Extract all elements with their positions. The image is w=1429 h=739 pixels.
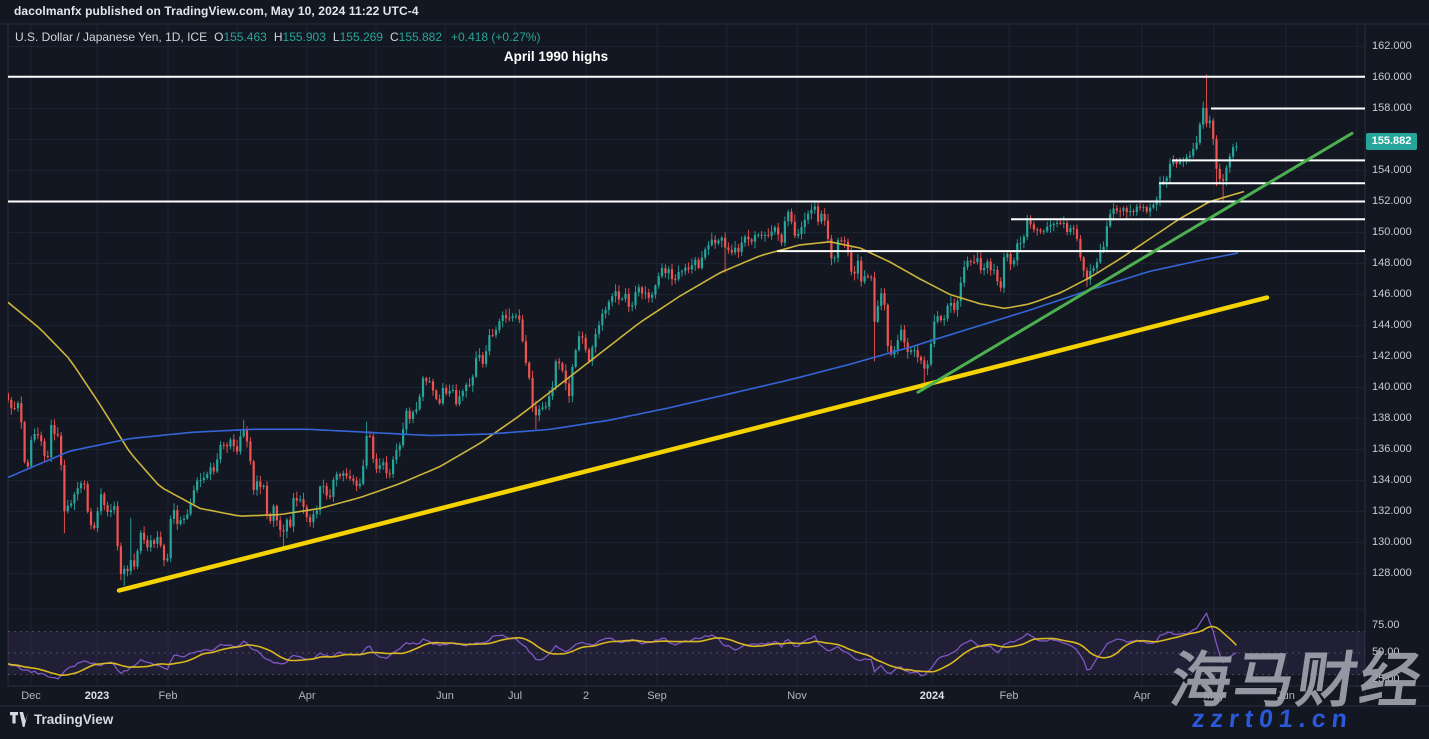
change-percent: +0.418 (+0.27%) [451, 30, 541, 44]
time-tick-label: May [1203, 690, 1225, 702]
time-tick-label: Sep [647, 690, 667, 702]
price-tick-label: 162.000 [1372, 40, 1412, 52]
ohlc-close: C155.882 [389, 30, 443, 44]
price-tick-label: 158.000 [1372, 102, 1412, 114]
pane-borders [0, 23, 1429, 707]
ohlc-open: O155.463 [214, 30, 267, 44]
price-tick-label: 132.000 [1372, 505, 1412, 517]
time-tick-label: Jun [1277, 690, 1295, 702]
publish-attribution: dacolmanfx published on TradingView.com,… [14, 4, 419, 18]
april-1990-highs-label[interactable]: April 1990 highs [503, 49, 609, 64]
candles-down [8, 74, 1225, 581]
time-tick-label: 2024 [919, 690, 945, 702]
rsi-tick-label: 75.00 [1372, 619, 1400, 631]
price-tick-label: 154.000 [1372, 164, 1412, 176]
price-tick-label: 140.000 [1372, 381, 1412, 393]
grid [8, 25, 1365, 686]
watermark-url: zzrt01.cn [1190, 705, 1355, 733]
time-tick-label: Dec [21, 690, 41, 702]
trendline-green[interactable] [916, 131, 1354, 394]
time-tick-label: Feb [158, 690, 178, 702]
candles-up [16, 101, 1238, 586]
price-tick-label: 136.000 [1372, 443, 1412, 455]
price-tick-label: 150.000 [1372, 226, 1412, 238]
tradingview-logo-icon [10, 712, 28, 727]
time-tick-label: 2023 [84, 690, 110, 702]
time-tick-label: Feb [999, 690, 1019, 702]
price-tick-label: 130.000 [1372, 536, 1412, 548]
rsi-ma-line[interactable] [8, 625, 1237, 677]
time-tick-label: Jul [507, 690, 523, 702]
time-tick-label: Apr [1133, 690, 1151, 702]
price-tick-label: 142.000 [1372, 350, 1412, 362]
time-tick-label: Jun [436, 690, 454, 702]
horizontal-levels[interactable] [8, 75, 1365, 253]
tradingview-logo-text: TradingView [34, 712, 114, 727]
ma-slow-line[interactable] [8, 252, 1239, 479]
price-tick-label: 134.000 [1372, 474, 1412, 486]
rsi-tick-label: 25.00 [1372, 673, 1400, 685]
price-tick-label: 144.000 [1372, 319, 1412, 331]
symbol-title[interactable]: U.S. Dollar / Japanese Yen, 1D, ICE [15, 30, 208, 44]
ma-fast-line[interactable] [8, 190, 1245, 517]
rsi-line[interactable] [8, 612, 1237, 680]
price-tick-label: 146.000 [1372, 288, 1412, 300]
price-tick-label: 160.000 [1372, 71, 1412, 83]
rsi-band [8, 631, 1365, 675]
price-tick-label: 128.000 [1372, 567, 1412, 579]
ohlc-high: H155.903 [273, 30, 326, 44]
rsi-tick-label: 50.00 [1372, 646, 1400, 658]
time-tick-label: 2 [582, 690, 590, 702]
ohlc-low: L155.269 [332, 30, 383, 44]
last-price-badge: 155.882 [1366, 133, 1417, 150]
symbol-legend: U.S. Dollar / Japanese Yen, 1D, ICE O155… [15, 30, 540, 44]
time-tick-label: Nov [787, 690, 807, 702]
price-tick-label: 138.000 [1372, 412, 1412, 424]
price-tick-label: 148.000 [1372, 257, 1412, 269]
price-tick-label: 152.000 [1372, 195, 1412, 207]
time-tick-label: Apr [298, 690, 316, 702]
tradingview-logo[interactable]: TradingView [10, 712, 113, 727]
trendline-yellow[interactable] [116, 295, 1270, 593]
